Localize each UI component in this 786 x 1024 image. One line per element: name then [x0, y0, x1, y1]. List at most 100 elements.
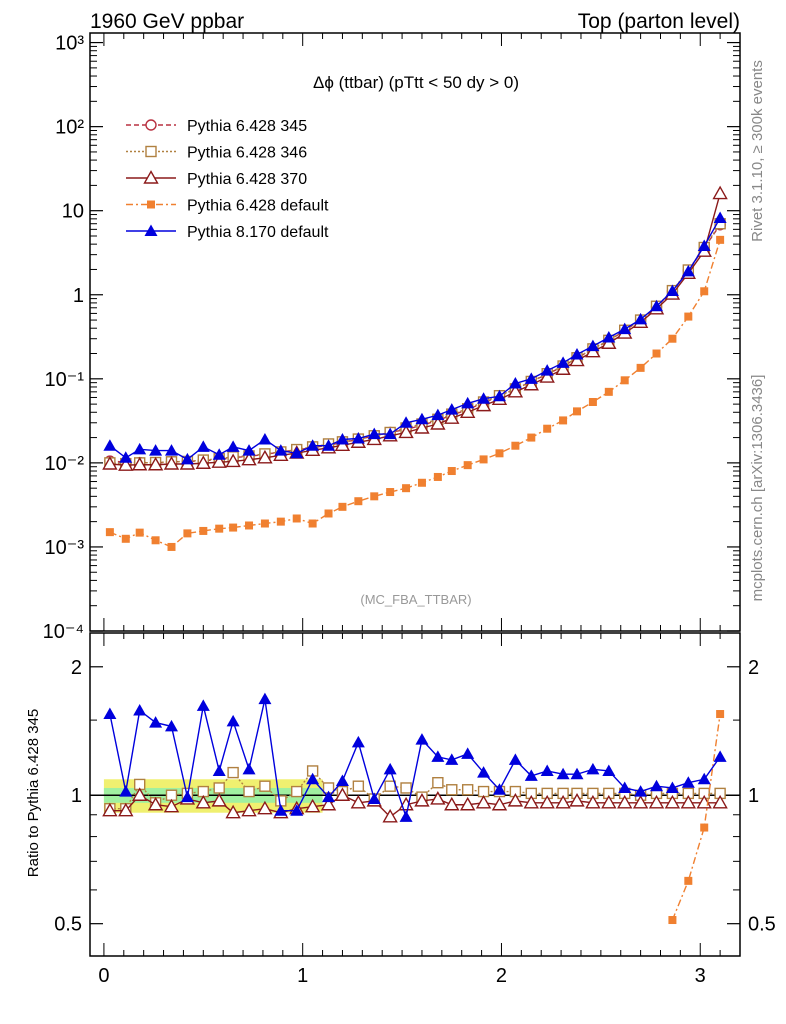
main-data-point: [386, 488, 395, 497]
main-data-point: [402, 484, 411, 493]
legend-entry-label: Pythia 8.170 default: [187, 224, 329, 241]
ratio-data-point: [432, 777, 444, 789]
main-data-point: [276, 517, 285, 526]
ratio-data-point: [399, 810, 413, 822]
main-data-point: [415, 412, 429, 425]
main-series-pythia-8-170-default: [103, 211, 727, 465]
ratio-data-point: [212, 764, 226, 776]
ratio-data-point: [444, 796, 460, 811]
main-data-point: [700, 287, 709, 296]
ratio-data-point: [665, 781, 679, 793]
main-series-line: [109, 239, 721, 548]
main-data-point: [183, 529, 192, 538]
ratio-data-point: [477, 766, 491, 778]
ratio-series-line: [109, 769, 721, 810]
ratio-series-line: [671, 713, 721, 921]
ratio-data-point: [507, 792, 524, 807]
main-data-point: [445, 403, 459, 415]
ratio-data-point: [226, 714, 240, 727]
ratio-data-point: [664, 794, 681, 809]
ratio-data-point: [632, 794, 649, 809]
main-data-point: [241, 451, 257, 466]
main-data-point: [260, 519, 269, 528]
ratio-data-point: [586, 762, 600, 775]
ratio-data-point: [634, 785, 648, 797]
main-data-point: [212, 448, 226, 460]
ratio-data-point: [102, 802, 118, 817]
main-data-point: [507, 383, 524, 398]
rivet-version-label: Rivet 3.1.10, ≥ 300k events: [749, 60, 766, 242]
ratio-data-point: [475, 794, 492, 809]
ratio-data-point: [257, 800, 273, 815]
ratio-data-point: [430, 791, 446, 805]
main-data-point: [121, 534, 130, 543]
main-data-point: [461, 396, 475, 409]
ratio-data-point: [491, 796, 508, 811]
main-data-point: [523, 376, 539, 391]
ratio-data-point: [133, 703, 147, 716]
ratio-y-tick-label-right: 0.5: [748, 914, 776, 936]
main-data-point: [539, 369, 555, 383]
main-data-point: [556, 356, 570, 368]
ratio-data-point: [213, 782, 225, 794]
ratio-data-point: [555, 794, 571, 809]
ratio-data-point: [334, 787, 351, 801]
ratio-x-tick-label: 1: [297, 965, 308, 987]
ratio-y-axis-label: Ratio to Pythia 6.428 345: [25, 709, 42, 877]
ratio-data-point: [601, 794, 617, 809]
ratio-data-point: [697, 772, 711, 785]
ratio-data-point: [400, 782, 412, 794]
ratio-data-point: [242, 762, 256, 775]
main-data-point: [105, 528, 114, 537]
main-data-point: [492, 389, 506, 402]
ratio-data-point: [241, 802, 257, 817]
main-data-point: [225, 453, 241, 468]
ratio-data-point: [147, 796, 164, 811]
main-data-point: [431, 408, 445, 421]
main-data-point: [604, 387, 613, 396]
main-data-point: [602, 331, 616, 343]
legend-marker-sample: [143, 170, 159, 184]
legend-entry-label: Pythia 6.428 370: [187, 171, 307, 188]
ratio-data-point: [320, 796, 337, 811]
main-data-point: [229, 523, 238, 532]
ratio-data-point: [684, 876, 693, 885]
ratio-data-point: [225, 804, 241, 819]
main-data-point: [495, 449, 504, 458]
analysis-watermark: (MC_FBA_TTBAR): [360, 592, 471, 607]
legend-marker-sample: [144, 224, 158, 236]
main-data-point: [479, 455, 488, 464]
ratio-data-point: [306, 772, 320, 785]
ratio-data-point: [459, 796, 476, 811]
main-data-point: [712, 185, 728, 200]
main-data-point: [681, 264, 695, 277]
ratio-data-point: [149, 716, 163, 728]
main-y-tick-label: 10³: [55, 33, 84, 55]
ratio-plot-frame: [89, 632, 741, 957]
ratio-data-point: [415, 733, 429, 745]
main-data-point: [444, 410, 460, 424]
main-data-point: [433, 472, 442, 481]
ratio-y-tick-label-right: 1: [748, 785, 759, 807]
main-series-line: [109, 193, 721, 466]
main-data-point: [133, 442, 147, 455]
ratio-data-point: [569, 792, 585, 807]
ratio-data-point: [680, 794, 697, 809]
main-data-point: [540, 364, 554, 376]
main-data-point: [527, 433, 536, 442]
main-y-tick-label: 10: [62, 201, 84, 223]
ratio-data-point: [165, 789, 178, 801]
main-y-tick-label: 1: [73, 285, 84, 307]
ratio-data-point: [716, 710, 725, 719]
main-data-point: [463, 461, 472, 470]
ratio-data-point: [352, 780, 365, 792]
ratio-data-point: [648, 794, 665, 809]
main-data-point: [697, 239, 711, 252]
main-data-point: [430, 416, 446, 430]
main-data-point: [118, 457, 134, 471]
ratio-data-point: [382, 808, 398, 823]
ratio-data-point: [524, 769, 538, 781]
legend-marker-sample: [145, 145, 157, 158]
main-data-point: [414, 420, 430, 434]
main-data-point: [119, 451, 133, 463]
